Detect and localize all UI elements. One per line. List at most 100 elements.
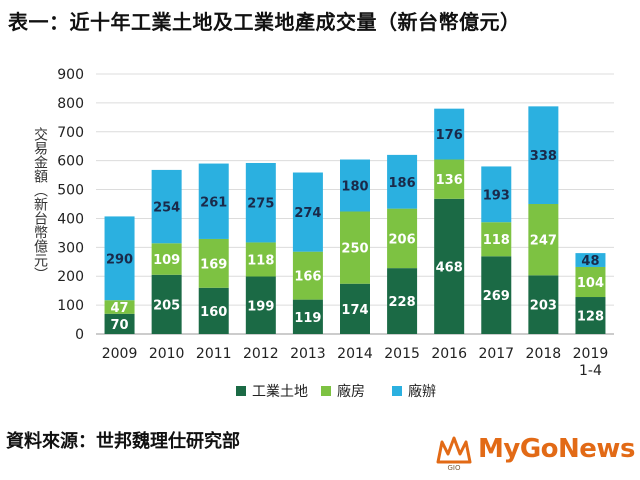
x-tick-label: 2017 bbox=[478, 346, 514, 362]
legend-swatch bbox=[392, 386, 402, 396]
legend-label: 廠辦 bbox=[408, 383, 436, 400]
data-label: 186 bbox=[389, 176, 416, 191]
legend-label: 工業土地 bbox=[252, 384, 308, 400]
data-label: 104 bbox=[577, 276, 604, 291]
bar-segment bbox=[575, 253, 606, 267]
data-label: 109 bbox=[153, 253, 180, 268]
data-label: 274 bbox=[294, 206, 321, 221]
y-tick-label: 300 bbox=[57, 240, 84, 256]
x-tick-label: 2011 bbox=[196, 346, 232, 362]
data-label: 176 bbox=[436, 128, 463, 143]
legend-label: 廠房 bbox=[337, 383, 365, 400]
data-label: 180 bbox=[341, 180, 368, 195]
bar-segment bbox=[434, 198, 465, 334]
bar-segment bbox=[245, 242, 276, 277]
bar-segment bbox=[151, 243, 182, 275]
bar-segment bbox=[340, 283, 370, 334]
data-label: 228 bbox=[389, 295, 416, 310]
x-tick-label: 2012 bbox=[243, 346, 279, 362]
data-label: 206 bbox=[389, 232, 416, 247]
data-label: 119 bbox=[294, 311, 321, 326]
data-label: 47 bbox=[110, 301, 128, 316]
data-label: 174 bbox=[341, 303, 368, 318]
y-tick-label: 0 bbox=[75, 327, 84, 343]
bar-segment bbox=[151, 274, 182, 334]
stacked-bar-chart: 0 100 200 300 400 500 600 700 800 900 交易金額（新台幣億元） 7… bbox=[32, 67, 614, 400]
data-label: 247 bbox=[530, 234, 557, 249]
bar-segment bbox=[387, 154, 418, 209]
x-tick-label: 2009 bbox=[102, 346, 138, 362]
bar-segment bbox=[528, 275, 559, 334]
logo-icon: GIO bbox=[436, 436, 472, 472]
y-tick-label: 400 bbox=[57, 211, 84, 227]
data-label: 261 bbox=[200, 195, 227, 210]
data-label: 203 bbox=[530, 299, 557, 314]
data-label: 193 bbox=[483, 188, 510, 203]
data-label: 269 bbox=[483, 289, 510, 304]
bar-segment bbox=[340, 159, 370, 212]
bar-segment bbox=[481, 256, 512, 334]
data-label: 250 bbox=[341, 242, 368, 257]
y-tick-label: 100 bbox=[57, 298, 84, 314]
data-label: 166 bbox=[294, 270, 321, 285]
x-tick-label: 2014 bbox=[337, 346, 373, 362]
data-label: 338 bbox=[530, 149, 557, 164]
data-label: 468 bbox=[436, 260, 463, 275]
data-label: 128 bbox=[577, 310, 604, 325]
legend-swatch bbox=[321, 386, 331, 396]
x-tick-label: 2018 bbox=[526, 346, 562, 362]
bar-segment bbox=[481, 166, 512, 223]
bar-segment bbox=[387, 268, 418, 334]
bar-segment bbox=[198, 238, 229, 288]
data-label: 169 bbox=[200, 257, 227, 272]
bar-segment bbox=[575, 266, 606, 298]
data-label: 136 bbox=[436, 173, 463, 188]
data-label: 48 bbox=[581, 254, 599, 269]
bar-segment bbox=[104, 313, 135, 334]
data-label: 290 bbox=[106, 252, 133, 267]
y-tick-label: 900 bbox=[57, 67, 84, 83]
data-label: 160 bbox=[200, 305, 227, 320]
data-label: 254 bbox=[153, 201, 180, 216]
y-tick-label: 800 bbox=[57, 96, 84, 112]
x-tick-label: 2015 bbox=[384, 346, 420, 362]
bar-segment bbox=[528, 204, 559, 276]
bar-segment bbox=[481, 222, 512, 257]
legend-swatch bbox=[236, 386, 246, 396]
bar-segment bbox=[198, 287, 229, 334]
y-tick-label: 600 bbox=[57, 154, 84, 170]
data-label: 205 bbox=[153, 298, 180, 313]
bar-segment bbox=[528, 106, 559, 204]
bar-segment bbox=[245, 162, 276, 243]
y-axis-label: 交易金額（新台幣億元） bbox=[32, 126, 48, 281]
bar-segment bbox=[292, 251, 323, 300]
bar-segment bbox=[434, 159, 465, 199]
y-tick-label: 500 bbox=[57, 183, 84, 199]
x-tick-label: 2016 bbox=[431, 346, 467, 362]
data-label: 70 bbox=[110, 318, 128, 333]
y-tick-label: 700 bbox=[57, 125, 84, 141]
bar-segment bbox=[151, 169, 182, 244]
data-label: 118 bbox=[483, 233, 510, 248]
source-note: 資料來源：世邦魏理仕研究部 bbox=[6, 431, 240, 452]
bar-segment bbox=[387, 208, 418, 269]
page-title: 表一：近十年工業土地及工業地產成交量（新台幣億元） bbox=[8, 10, 521, 34]
bar-segment bbox=[340, 211, 370, 284]
logo-text: MyGoNews bbox=[478, 434, 635, 464]
bar-segment bbox=[575, 297, 606, 334]
data-label: 118 bbox=[247, 253, 274, 268]
x-tick-label: 2019 bbox=[573, 346, 609, 362]
x-tick-label: 2010 bbox=[149, 346, 185, 362]
bar-segment bbox=[292, 172, 323, 252]
x-tick-label: 1-4 bbox=[579, 363, 602, 379]
bar-segment bbox=[434, 108, 465, 160]
data-label: 199 bbox=[247, 299, 274, 314]
bar-segment bbox=[198, 163, 229, 239]
x-tick-label: 2013 bbox=[290, 346, 326, 362]
bar-segment bbox=[292, 299, 323, 334]
logo-icon-text: GIO bbox=[448, 464, 461, 472]
bar-segment bbox=[104, 300, 135, 314]
data-label: 275 bbox=[247, 197, 274, 212]
y-tick-label: 200 bbox=[57, 269, 84, 285]
bar-segment bbox=[245, 276, 276, 334]
